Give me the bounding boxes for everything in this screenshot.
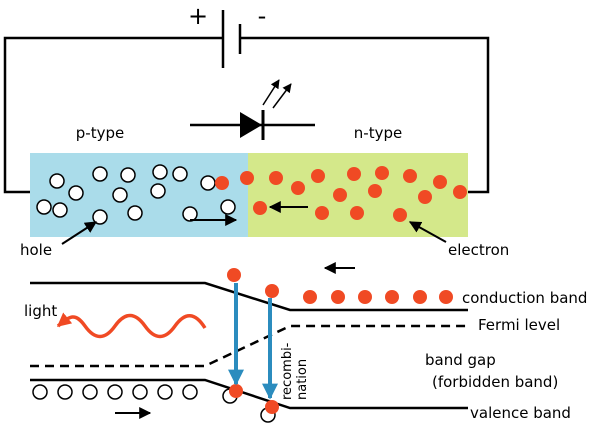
electron	[368, 184, 382, 198]
negative-sign: -	[258, 2, 267, 30]
hole	[182, 206, 198, 222]
electron	[315, 206, 329, 220]
electron	[347, 167, 361, 181]
electron	[331, 290, 345, 304]
electron	[227, 268, 241, 282]
p-type-label: p-type	[76, 124, 124, 142]
hole	[52, 202, 68, 218]
hole	[112, 187, 128, 203]
valence-band-label: valence band	[470, 404, 571, 422]
electron	[311, 169, 325, 183]
n-type-label: n-type	[354, 124, 402, 142]
forbidden-band-label: (forbidden band)	[432, 373, 558, 391]
electron	[350, 206, 364, 220]
conduction-band-label: conduction band	[462, 289, 587, 307]
electron	[403, 169, 417, 183]
hole	[68, 185, 84, 201]
emission-arrow	[272, 83, 292, 109]
electron	[453, 185, 467, 199]
electron	[265, 400, 279, 414]
diode-symbol	[240, 112, 262, 138]
recombination-label: nation	[295, 359, 310, 400]
conduction-band-line	[30, 281, 468, 312]
electron	[333, 188, 347, 202]
emission-arrow	[262, 79, 280, 106]
hole	[49, 173, 65, 189]
p-region	[30, 153, 248, 237]
hole	[182, 384, 198, 400]
fermi-level-label: Fermi level	[478, 316, 560, 334]
recombination-label: recombi-	[280, 342, 295, 400]
electron-pointer	[408, 221, 447, 243]
hole	[172, 166, 188, 182]
hole	[200, 175, 216, 191]
hole	[152, 164, 168, 180]
electrons	[215, 166, 467, 222]
light-wave	[56, 312, 207, 339]
electron	[439, 290, 453, 304]
hole	[132, 384, 148, 400]
electron	[385, 290, 399, 304]
hole	[57, 384, 73, 400]
band-gap-label: band gap	[425, 351, 496, 369]
hole	[107, 384, 123, 400]
hole	[92, 166, 108, 182]
hole	[157, 384, 173, 400]
light-label: light	[24, 302, 57, 320]
hole-pointer	[61, 221, 98, 245]
hole	[120, 167, 136, 183]
electrons	[227, 268, 453, 414]
band-diagram: light conduction band Fermi level band g…	[24, 262, 587, 423]
hole	[92, 209, 108, 225]
n-region	[248, 153, 468, 237]
valence-band-line	[30, 378, 468, 410]
hole	[82, 384, 98, 400]
holes	[36, 164, 236, 225]
electron	[253, 201, 267, 215]
hole-label: hole	[20, 241, 52, 259]
electron	[265, 284, 279, 298]
electron	[291, 181, 305, 195]
electron	[229, 384, 243, 398]
electron	[393, 208, 407, 222]
hole	[36, 199, 52, 215]
wire	[3, 36, 490, 194]
electron	[375, 166, 389, 180]
holes	[32, 384, 276, 423]
fermi-level-line	[30, 324, 468, 368]
electron	[413, 290, 427, 304]
hole	[127, 205, 143, 221]
positive-sign: +	[188, 2, 208, 30]
hole	[150, 183, 166, 199]
electron-label: electron	[448, 241, 509, 259]
electron	[358, 290, 372, 304]
electron	[215, 176, 229, 190]
electron	[303, 290, 317, 304]
electron	[269, 171, 283, 185]
circuit: + -	[3, 2, 490, 194]
electron	[240, 171, 254, 185]
hole	[220, 199, 236, 215]
hole	[32, 384, 48, 400]
electron	[433, 175, 447, 189]
electron	[418, 190, 432, 204]
